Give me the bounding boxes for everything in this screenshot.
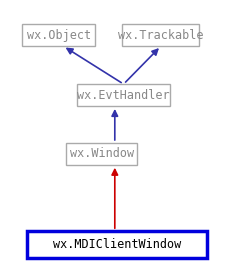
Text: wx.Window: wx.Window — [69, 147, 134, 160]
FancyBboxPatch shape — [123, 24, 199, 46]
Text: wx.Object: wx.Object — [27, 29, 91, 42]
FancyBboxPatch shape — [22, 24, 95, 46]
Text: wx.MDIClientWindow: wx.MDIClientWindow — [53, 238, 181, 251]
FancyBboxPatch shape — [66, 143, 137, 165]
Text: wx.Trackable: wx.Trackable — [118, 29, 204, 42]
FancyBboxPatch shape — [27, 231, 207, 258]
FancyBboxPatch shape — [77, 84, 170, 106]
Text: wx.EvtHandler: wx.EvtHandler — [77, 89, 170, 101]
